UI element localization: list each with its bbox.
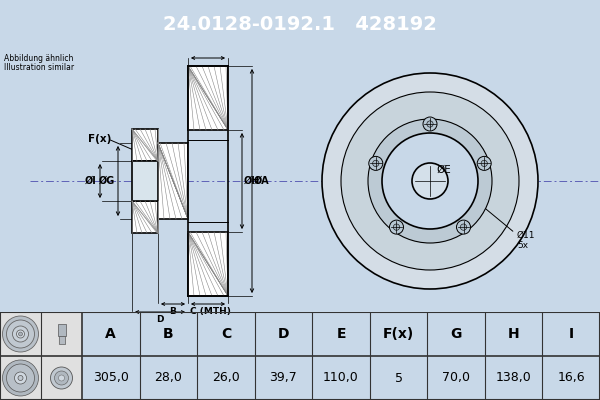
- Text: 305,0: 305,0: [93, 372, 129, 384]
- Circle shape: [17, 330, 25, 338]
- Text: G: G: [451, 327, 462, 341]
- Circle shape: [394, 224, 400, 230]
- Circle shape: [341, 92, 519, 270]
- Circle shape: [14, 372, 26, 384]
- Circle shape: [55, 371, 68, 385]
- Circle shape: [7, 364, 35, 392]
- Circle shape: [373, 160, 379, 166]
- Circle shape: [19, 332, 23, 336]
- Circle shape: [322, 73, 538, 289]
- Text: B: B: [170, 307, 176, 316]
- Text: 28,0: 28,0: [154, 372, 182, 384]
- Text: Ate: Ate: [378, 174, 462, 218]
- Text: I: I: [569, 327, 574, 341]
- Circle shape: [2, 316, 38, 352]
- Text: C (MTH): C (MTH): [190, 307, 231, 316]
- Bar: [132, 201, 158, 233]
- Circle shape: [369, 156, 383, 170]
- Circle shape: [427, 121, 433, 127]
- Circle shape: [457, 220, 470, 234]
- Circle shape: [460, 224, 467, 230]
- Bar: [188, 232, 228, 296]
- Text: F(x): F(x): [88, 134, 112, 144]
- Text: 5: 5: [395, 372, 403, 384]
- Text: Ø11
5x: Ø11 5x: [517, 231, 536, 250]
- Bar: [158, 143, 188, 219]
- Text: B: B: [163, 327, 173, 341]
- Text: 138,0: 138,0: [496, 372, 532, 384]
- Text: 39,7: 39,7: [269, 372, 298, 384]
- Text: ØA: ØA: [254, 176, 269, 186]
- Circle shape: [368, 119, 492, 243]
- Text: H: H: [508, 327, 520, 341]
- Circle shape: [13, 326, 29, 342]
- Text: D: D: [156, 315, 164, 324]
- Text: ØH: ØH: [244, 176, 260, 186]
- Text: 70,0: 70,0: [442, 372, 470, 384]
- Text: ØG: ØG: [99, 176, 115, 186]
- Bar: [58, 324, 65, 336]
- Bar: [188, 66, 228, 130]
- Text: A: A: [106, 327, 116, 341]
- Text: C: C: [221, 327, 231, 341]
- Circle shape: [7, 320, 35, 348]
- Text: 24.0128-0192.1   428192: 24.0128-0192.1 428192: [163, 16, 437, 34]
- Circle shape: [423, 117, 437, 131]
- Circle shape: [18, 376, 23, 380]
- Circle shape: [481, 160, 487, 166]
- Text: E: E: [336, 327, 346, 341]
- Text: D: D: [278, 327, 289, 341]
- Bar: [132, 129, 158, 161]
- Text: ØI: ØI: [85, 176, 97, 186]
- Text: Illustration similar: Illustration similar: [4, 63, 74, 72]
- Circle shape: [2, 360, 38, 396]
- Circle shape: [50, 367, 73, 389]
- Text: F(x): F(x): [383, 327, 414, 341]
- Text: 26,0: 26,0: [212, 372, 240, 384]
- Circle shape: [59, 375, 65, 381]
- Text: 16,6: 16,6: [557, 372, 585, 384]
- Text: ØE: ØE: [436, 165, 451, 175]
- Bar: [132, 161, 158, 201]
- Text: 110,0: 110,0: [323, 372, 359, 384]
- Text: Abbildung ähnlich: Abbildung ähnlich: [4, 54, 73, 63]
- Circle shape: [477, 156, 491, 170]
- Circle shape: [382, 133, 478, 229]
- Bar: [0, 312, 82, 400]
- Circle shape: [412, 163, 448, 199]
- Circle shape: [389, 220, 403, 234]
- FancyBboxPatch shape: [59, 336, 65, 344]
